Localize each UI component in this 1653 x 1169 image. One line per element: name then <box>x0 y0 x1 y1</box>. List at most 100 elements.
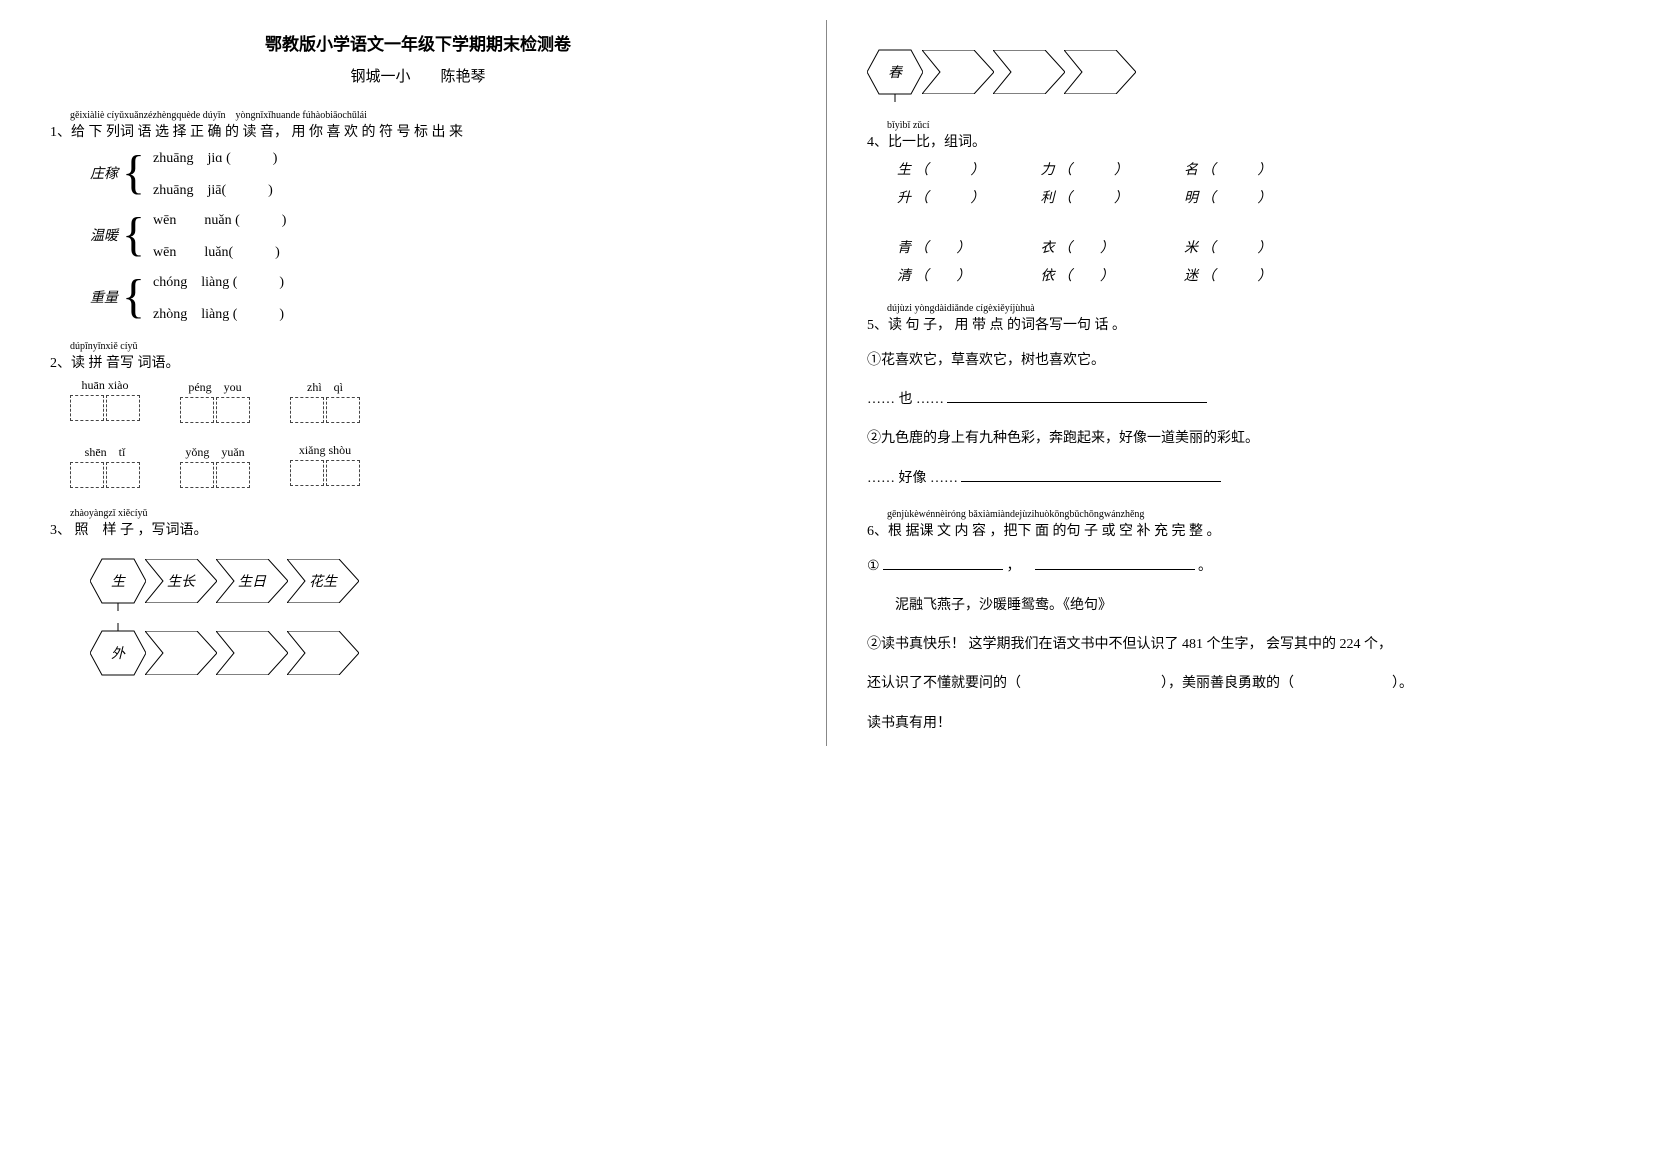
arrow-box-shape <box>993 50 1065 94</box>
q1-g1-opt2: zhuāng jiā( ) <box>153 179 277 199</box>
blank-box <box>70 395 104 421</box>
arrow-box-shape <box>216 631 288 675</box>
q4-row2: 升 （ ） 利 （ ） 明 （ ） <box>897 187 1603 207</box>
q4-row4: 清 （ ） 依 （ ） 迷 （ ） <box>897 265 1603 285</box>
column-divider <box>826 20 827 746</box>
q4-r1-c3: 名 （ ） <box>1184 159 1272 179</box>
q4-r3-c1: 青 （ ） <box>897 237 1037 257</box>
q1-g2-opt1: wēn nuǎn ( ) <box>153 209 286 229</box>
q4-r1-c2: 力 （ ） <box>1040 159 1180 179</box>
exam-subtitle: 钢城一小 陈艳琴 <box>50 65 786 86</box>
q2-r2-g1-py: shēn tǐ <box>70 443 140 460</box>
q4-r3-c3: 米 （ ） <box>1184 237 1272 257</box>
q1-hanzi: 1、给 下 列词 语 选 择 正 确 的 读 音， 用 你 喜 欢 的 符 号 … <box>50 121 786 141</box>
q4-r4-c3: 迷 （ ） <box>1184 265 1272 285</box>
q6-pinyin: gēnjùkèwénnèiróng bǎxiàmiàndejùzihuòkōng… <box>887 509 1603 520</box>
q6-line1c: 。 <box>1198 559 1212 574</box>
blank-box <box>180 397 214 423</box>
q4-hanzi: 4、比一比，组词。 <box>867 131 1603 151</box>
blank-box <box>290 460 324 486</box>
arrow-box-shape <box>287 631 359 675</box>
q1-g2-opt2: wēn luǎn( ) <box>153 241 286 261</box>
q5-line2: …… 也 …… <box>867 387 1603 412</box>
q4-r4-c1: 清 （ ） <box>897 265 1037 285</box>
q2-r1-g1: huān xiào <box>70 378 140 423</box>
q2-r1-g1-py: huān xiào <box>70 378 140 393</box>
q2-heading: dúpīnyīnxiě cíyǔ 2、读 拼 音写 词语。 <box>50 341 786 372</box>
q1-heading: gěixiàliè cíyǔxuǎnzézhèngquède dúyīn yòn… <box>50 106 786 141</box>
q2-r2-g1: shēn tǐ <box>70 443 140 488</box>
q2-r2-g3-py: xiǎng shòu <box>290 443 360 458</box>
underline <box>1035 569 1195 570</box>
q1-group3-label: 重量 <box>90 287 118 307</box>
q6-line1: ① ， 。 <box>867 554 1603 579</box>
q3-pinyin: zhàoyàngzǐ xiěcíyǔ <box>70 508 786 519</box>
q3-r3-c1: 春 <box>888 62 902 82</box>
q2-pinyin: dúpīnyīnxiě cíyǔ <box>70 341 786 352</box>
q6-line5: 读书真有用！ <box>867 711 1603 736</box>
underline <box>883 569 1003 570</box>
q6-line1b: ， <box>1007 559 1021 574</box>
q3-r1-c1: 生 <box>111 571 125 591</box>
q4-r2-c2: 利 （ ） <box>1040 187 1180 207</box>
arrow-box-shape: 生日 <box>216 559 288 603</box>
q6-line4: 还认识了不懂就要问的（ ），美丽善良勇敢的（ ）。 <box>867 671 1603 696</box>
q2-r2-g3: xiǎng shòu <box>290 443 360 488</box>
q5-line4: …… 好像 …… <box>867 466 1603 491</box>
q4-r1-c1: 生 （ ） <box>897 159 1037 179</box>
q2-r1-g3: zhì qì <box>290 378 360 423</box>
q5-line3: ②九色鹿的身上有九种色彩，奔跑起来，好像一道美丽的彩虹。 <box>867 426 1603 451</box>
q4-r3-c2: 衣 （ ） <box>1040 237 1180 257</box>
arrow-box-shape <box>922 50 994 94</box>
q6-hanzi: 6、根 据课 文 内 容 ，把下 面 的句 子 或 空 补 充 完 整 。 <box>867 520 1603 540</box>
arrow-box-shape: 花生 <box>287 559 359 603</box>
q3-row1: 生 生长 生日 花生 <box>90 551 786 611</box>
blank-box <box>326 397 360 423</box>
blank-box <box>180 462 214 488</box>
q5-line2-text: …… 也 …… <box>867 392 944 407</box>
brace-icon: { <box>122 273 145 321</box>
q3-r1-c4: 花生 <box>309 571 337 591</box>
underline <box>947 402 1207 403</box>
brace-icon: { <box>122 211 145 259</box>
q3-r1-c3: 生日 <box>238 571 266 591</box>
q3-hanzi: 3、 照 样 子 ，写词语。 <box>50 519 786 539</box>
q5-line1: ①花喜欢它，草喜欢它，树也喜欢它。 <box>867 348 1603 373</box>
hex-shape: 生 <box>90 551 146 611</box>
blank-box <box>70 462 104 488</box>
q3-row3: 春 <box>867 42 1603 102</box>
q3-heading: zhàoyàngzǐ xiěcíyǔ 3、 照 样 子 ，写词语。 <box>50 508 786 539</box>
q2-r1-g2: péng you <box>180 378 250 423</box>
q6-heading: gēnjùkèwénnèiróng bǎxiàmiàndejùzihuòkōng… <box>867 509 1603 540</box>
arrow-box-shape: 生长 <box>145 559 217 603</box>
exam-title: 鄂教版小学语文一年级下学期期末检测卷 <box>50 30 786 55</box>
q4-pinyin: bǐyìbǐ zǔcí <box>887 120 1603 131</box>
blank-box <box>106 395 140 421</box>
q1-group1-label: 庄稼 <box>90 163 118 183</box>
q1-group2-label: 温暖 <box>90 225 118 245</box>
q4-r4-c2: 依 （ ） <box>1040 265 1180 285</box>
hex-shape: 外 <box>90 623 146 683</box>
blank-box <box>326 460 360 486</box>
q6-line1a: ① <box>867 559 880 574</box>
q2-r1-g3-py: zhì qì <box>290 378 360 395</box>
q4-r2-c1: 升 （ ） <box>897 187 1037 207</box>
q3-r1-c2: 生长 <box>167 571 195 591</box>
q6-line3: ②读书真快乐！ 这学期我们在语文书中不但认识了 481 个生字， 会写其中的 2… <box>867 632 1603 657</box>
arrow-box-shape <box>1064 50 1136 94</box>
q6-line2: 泥融飞燕子，沙暖睡鸳鸯。《绝句》 <box>867 593 1603 618</box>
q5-line4-text: …… 好像 …… <box>867 471 958 486</box>
q5-heading: dújùzi yòngdàidiǎnde cígèxiěyíjùhuà 5、读 … <box>867 303 1603 334</box>
q1-pinyin: gěixiàliè cíyǔxuǎnzézhèngquède dúyīn yòn… <box>70 106 786 121</box>
q5-pinyin: dújùzi yòngdàidiǎnde cígèxiěyíjùhuà <box>887 303 1603 314</box>
blank-box <box>216 397 250 423</box>
q2-hanzi: 2、读 拼 音写 词语。 <box>50 352 786 372</box>
q3-r2-c1: 外 <box>111 643 125 663</box>
q2-r1-g2-py: péng you <box>180 378 250 395</box>
q4-row1: 生 （ ） 力 （ ） 名 （ ） <box>897 159 1603 179</box>
q2-r2-g2: yǒng yuǎn <box>180 443 250 488</box>
q2-r2-g2-py: yǒng yuǎn <box>180 443 250 460</box>
q1-g1-opt1: zhuāng jiɑ ( ) <box>153 147 277 167</box>
blank-box <box>216 462 250 488</box>
hex-shape: 春 <box>867 42 923 102</box>
